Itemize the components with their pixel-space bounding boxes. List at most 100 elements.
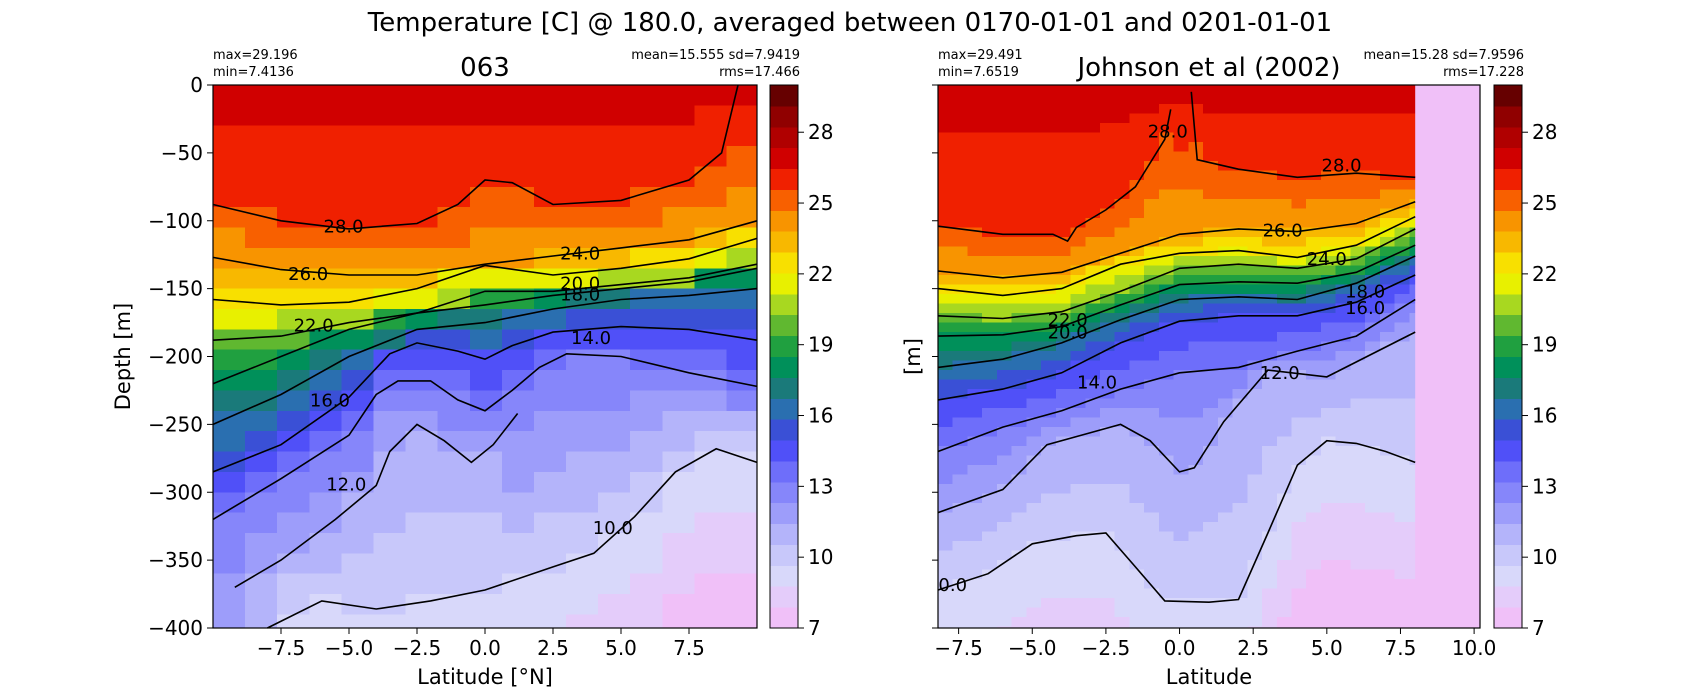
heatmap-cell: [1173, 408, 1189, 419]
heatmap-cell: [1379, 541, 1396, 552]
heatmap-cell: [277, 105, 310, 127]
heatmap-cell: [373, 614, 407, 629]
heatmap-cell: [534, 492, 567, 514]
heatmap-cell: [405, 471, 439, 493]
heatmap-cell: [1188, 265, 1204, 276]
heatmap-cell: [1203, 294, 1219, 305]
heatmap-cell: [1173, 313, 1189, 324]
heatmap-cell: [1217, 265, 1234, 276]
contour-line: [937, 244, 1416, 337]
heatmap-cell: [1409, 199, 1416, 210]
heatmap-cell: [662, 410, 695, 432]
heatmap-cell: [996, 294, 1013, 305]
colorbar-swatch: [1494, 210, 1522, 232]
heatmap-cell: [1026, 484, 1042, 495]
heatmap-cell: [1247, 246, 1263, 257]
heatmap-cell: [1247, 303, 1263, 314]
heatmap-cell: [1365, 123, 1381, 134]
heatmap-cell: [1409, 322, 1416, 333]
heatmap-cell: [277, 512, 310, 534]
heatmap-cell: [1320, 123, 1337, 134]
stats-right: rms=17.228: [1443, 65, 1524, 80]
x-tick-label: 2.5: [1237, 636, 1269, 660]
heatmap-cell: [1144, 284, 1160, 295]
heatmap-cell: [630, 268, 663, 290]
heatmap-cell: [1409, 332, 1416, 343]
heatmap-cell: [1188, 446, 1204, 457]
heatmap-cell: [1070, 94, 1086, 105]
heatmap-cell: [1203, 113, 1219, 124]
heatmap-cell: [1306, 617, 1322, 628]
heatmap-cell: [277, 349, 310, 371]
heatmap-cell: [1291, 389, 1307, 400]
heatmap-cell: [245, 512, 278, 534]
heatmap-cell: [1100, 85, 1116, 96]
heatmap-cell: [1173, 237, 1189, 248]
heatmap-cell: [1070, 237, 1086, 248]
heatmap-cell: [1055, 322, 1072, 333]
heatmap-cell: [1188, 275, 1204, 286]
heatmap-cell: [1394, 436, 1410, 447]
heatmap-cell: [1335, 379, 1351, 390]
heatmap-cell: [1114, 208, 1130, 219]
heatmap-cell: [1085, 94, 1101, 105]
heatmap-cell: [213, 105, 246, 127]
heatmap-cell: [373, 268, 407, 290]
heatmap-cell: [1320, 294, 1337, 305]
heatmap-cell: [341, 268, 375, 290]
heatmap-cell: [1041, 465, 1057, 476]
heatmap-cell: [1203, 531, 1219, 542]
heatmap-cell: [1262, 284, 1278, 295]
heatmap-cell: [1394, 284, 1410, 295]
heatmap-cell: [566, 85, 599, 106]
heatmap-cell: [662, 247, 695, 269]
heatmap-cell: [437, 105, 471, 127]
heatmap-cell: [1144, 360, 1160, 371]
heatmap-cell: [967, 275, 983, 286]
heatmap-cell: [1026, 123, 1042, 134]
heatmap-cell: [1055, 189, 1072, 200]
heatmap-cell: [1158, 132, 1175, 143]
colorbar-swatch: [770, 231, 798, 253]
heatmap-cell: [405, 390, 439, 412]
heatmap-cell: [1365, 398, 1381, 409]
heatmap-cell: [952, 360, 968, 371]
heatmap-cell: [1203, 265, 1219, 276]
heatmap-cell: [245, 614, 278, 629]
heatmap-cell: [996, 579, 1013, 590]
heatmap-cell: [1188, 531, 1204, 542]
heatmap-cell: [1365, 303, 1381, 314]
heatmap-cell: [1158, 379, 1175, 390]
heatmap-cell: [1129, 531, 1145, 542]
heatmap-cell: [1350, 303, 1366, 314]
heatmap-cell: [1365, 588, 1381, 599]
heatmap-cell: [1247, 284, 1263, 295]
heatmap-cell: [1070, 161, 1086, 172]
heatmap-cell: [1262, 503, 1278, 514]
heatmap-cell: [437, 207, 471, 229]
heatmap-cell: [1041, 474, 1057, 485]
heatmap-cell: [996, 522, 1013, 533]
heatmap-cell: [1026, 455, 1042, 466]
heatmap-cell: [405, 166, 439, 188]
heatmap-cell: [277, 268, 310, 290]
heatmap-cell: [1129, 417, 1145, 428]
contours: [937, 91, 1416, 604]
heatmap-cell: [1291, 408, 1307, 419]
heatmap-cell: [1394, 531, 1410, 542]
heatmap-cell: [1262, 132, 1278, 143]
heatmap-cell: [1276, 446, 1293, 457]
heatmap-cell: [938, 208, 954, 219]
heatmap-cell: [1144, 512, 1160, 523]
heatmap-cell: [1173, 303, 1189, 314]
heatmap-cell: [1306, 189, 1322, 200]
heatmap-cell: [1144, 132, 1160, 143]
heatmap-cell: [938, 503, 954, 514]
heatmap-cell: [1379, 360, 1396, 371]
heatmap-cell: [1041, 607, 1057, 618]
heatmap-cell: [1335, 142, 1351, 153]
heatmap-cell: [598, 573, 631, 595]
heatmap-cell: [1173, 351, 1189, 362]
heatmap-cell: [1158, 598, 1175, 609]
heatmap-cell: [245, 471, 278, 493]
